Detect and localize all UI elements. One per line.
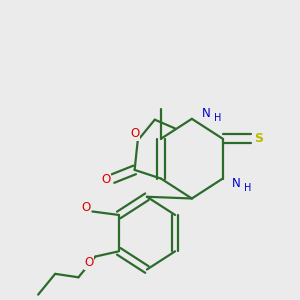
Text: H: H (244, 183, 252, 193)
Text: N: N (201, 107, 210, 120)
Text: S: S (254, 131, 263, 145)
Text: N: N (232, 177, 241, 190)
Text: H: H (214, 113, 221, 123)
Text: O: O (85, 256, 94, 269)
Text: O: O (101, 173, 111, 186)
Text: O: O (81, 201, 90, 214)
Text: O: O (130, 128, 140, 140)
